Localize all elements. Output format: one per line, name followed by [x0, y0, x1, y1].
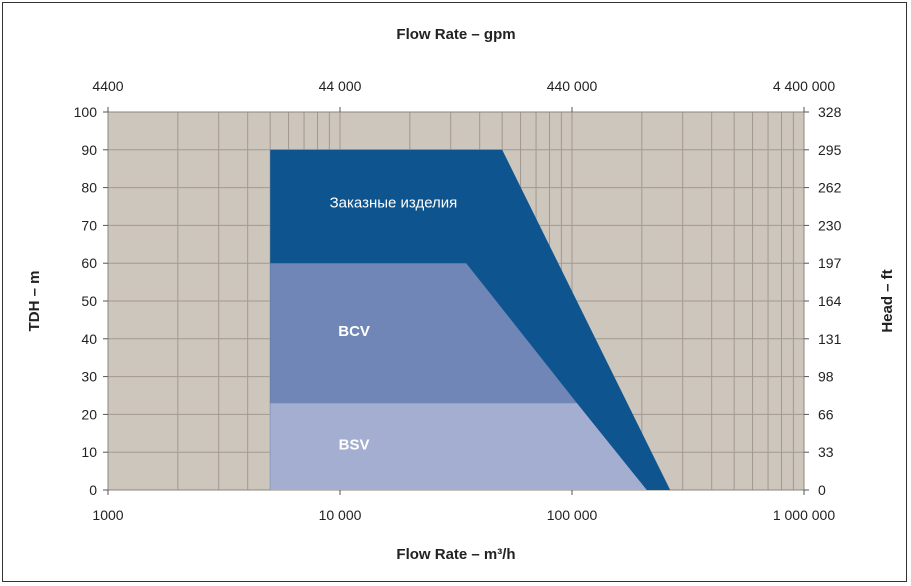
y2-tick-label: 0 — [818, 482, 826, 498]
x-axis-title: Flow Rate – m³/h — [396, 546, 515, 563]
y-tick-label: 30 — [81, 369, 97, 385]
x-tick-label: 100 000 — [547, 507, 598, 523]
x2-tick-label: 440 000 — [547, 78, 598, 94]
y-tick-label: 70 — [81, 217, 97, 233]
region-label: BSV — [339, 437, 370, 454]
y-tick-label: 60 — [81, 255, 97, 271]
y-tick-label: 80 — [81, 180, 97, 196]
region-bcv — [270, 263, 577, 490]
y2-tick-label: 197 — [818, 255, 842, 271]
y2-tick-label: 262 — [818, 180, 842, 196]
x-tick-label: 1 000 000 — [773, 507, 835, 523]
y-tick-label: 0 — [89, 482, 97, 498]
x2-tick-label: 4 400 000 — [773, 78, 835, 94]
x2-tick-label: 4400 — [92, 78, 123, 94]
y2-tick-label: 164 — [818, 293, 842, 309]
y2-axis-title: Head – ft — [879, 269, 896, 332]
y-tick-label: 100 — [74, 104, 98, 120]
y2-tick-label: 230 — [818, 217, 842, 233]
y-tick-label: 10 — [81, 444, 97, 460]
x-tick-label: 10 000 — [319, 507, 362, 523]
y2-tick-label: 328 — [818, 104, 842, 120]
x2-tick-label: 44 000 — [319, 78, 362, 94]
x-tick-label: 1000 — [92, 507, 123, 523]
y-axis-title: TDH – m — [26, 271, 43, 332]
y2-tick-label: 98 — [818, 369, 834, 385]
y2-tick-label: 66 — [818, 406, 834, 422]
y2-tick-label: 295 — [818, 142, 842, 158]
y-tick-label: 20 — [81, 406, 97, 422]
y2-tick-label: 33 — [818, 444, 834, 460]
y-tick-label: 50 — [81, 293, 97, 309]
x2-axis-title: Flow Rate – gpm — [396, 26, 515, 43]
region-bsv — [270, 403, 647, 490]
y-tick-label: 90 — [81, 142, 97, 158]
y2-tick-label: 131 — [818, 331, 842, 347]
region-label: Заказные изделия — [330, 195, 458, 212]
y-tick-label: 40 — [81, 331, 97, 347]
region-label: BCV — [338, 323, 370, 340]
